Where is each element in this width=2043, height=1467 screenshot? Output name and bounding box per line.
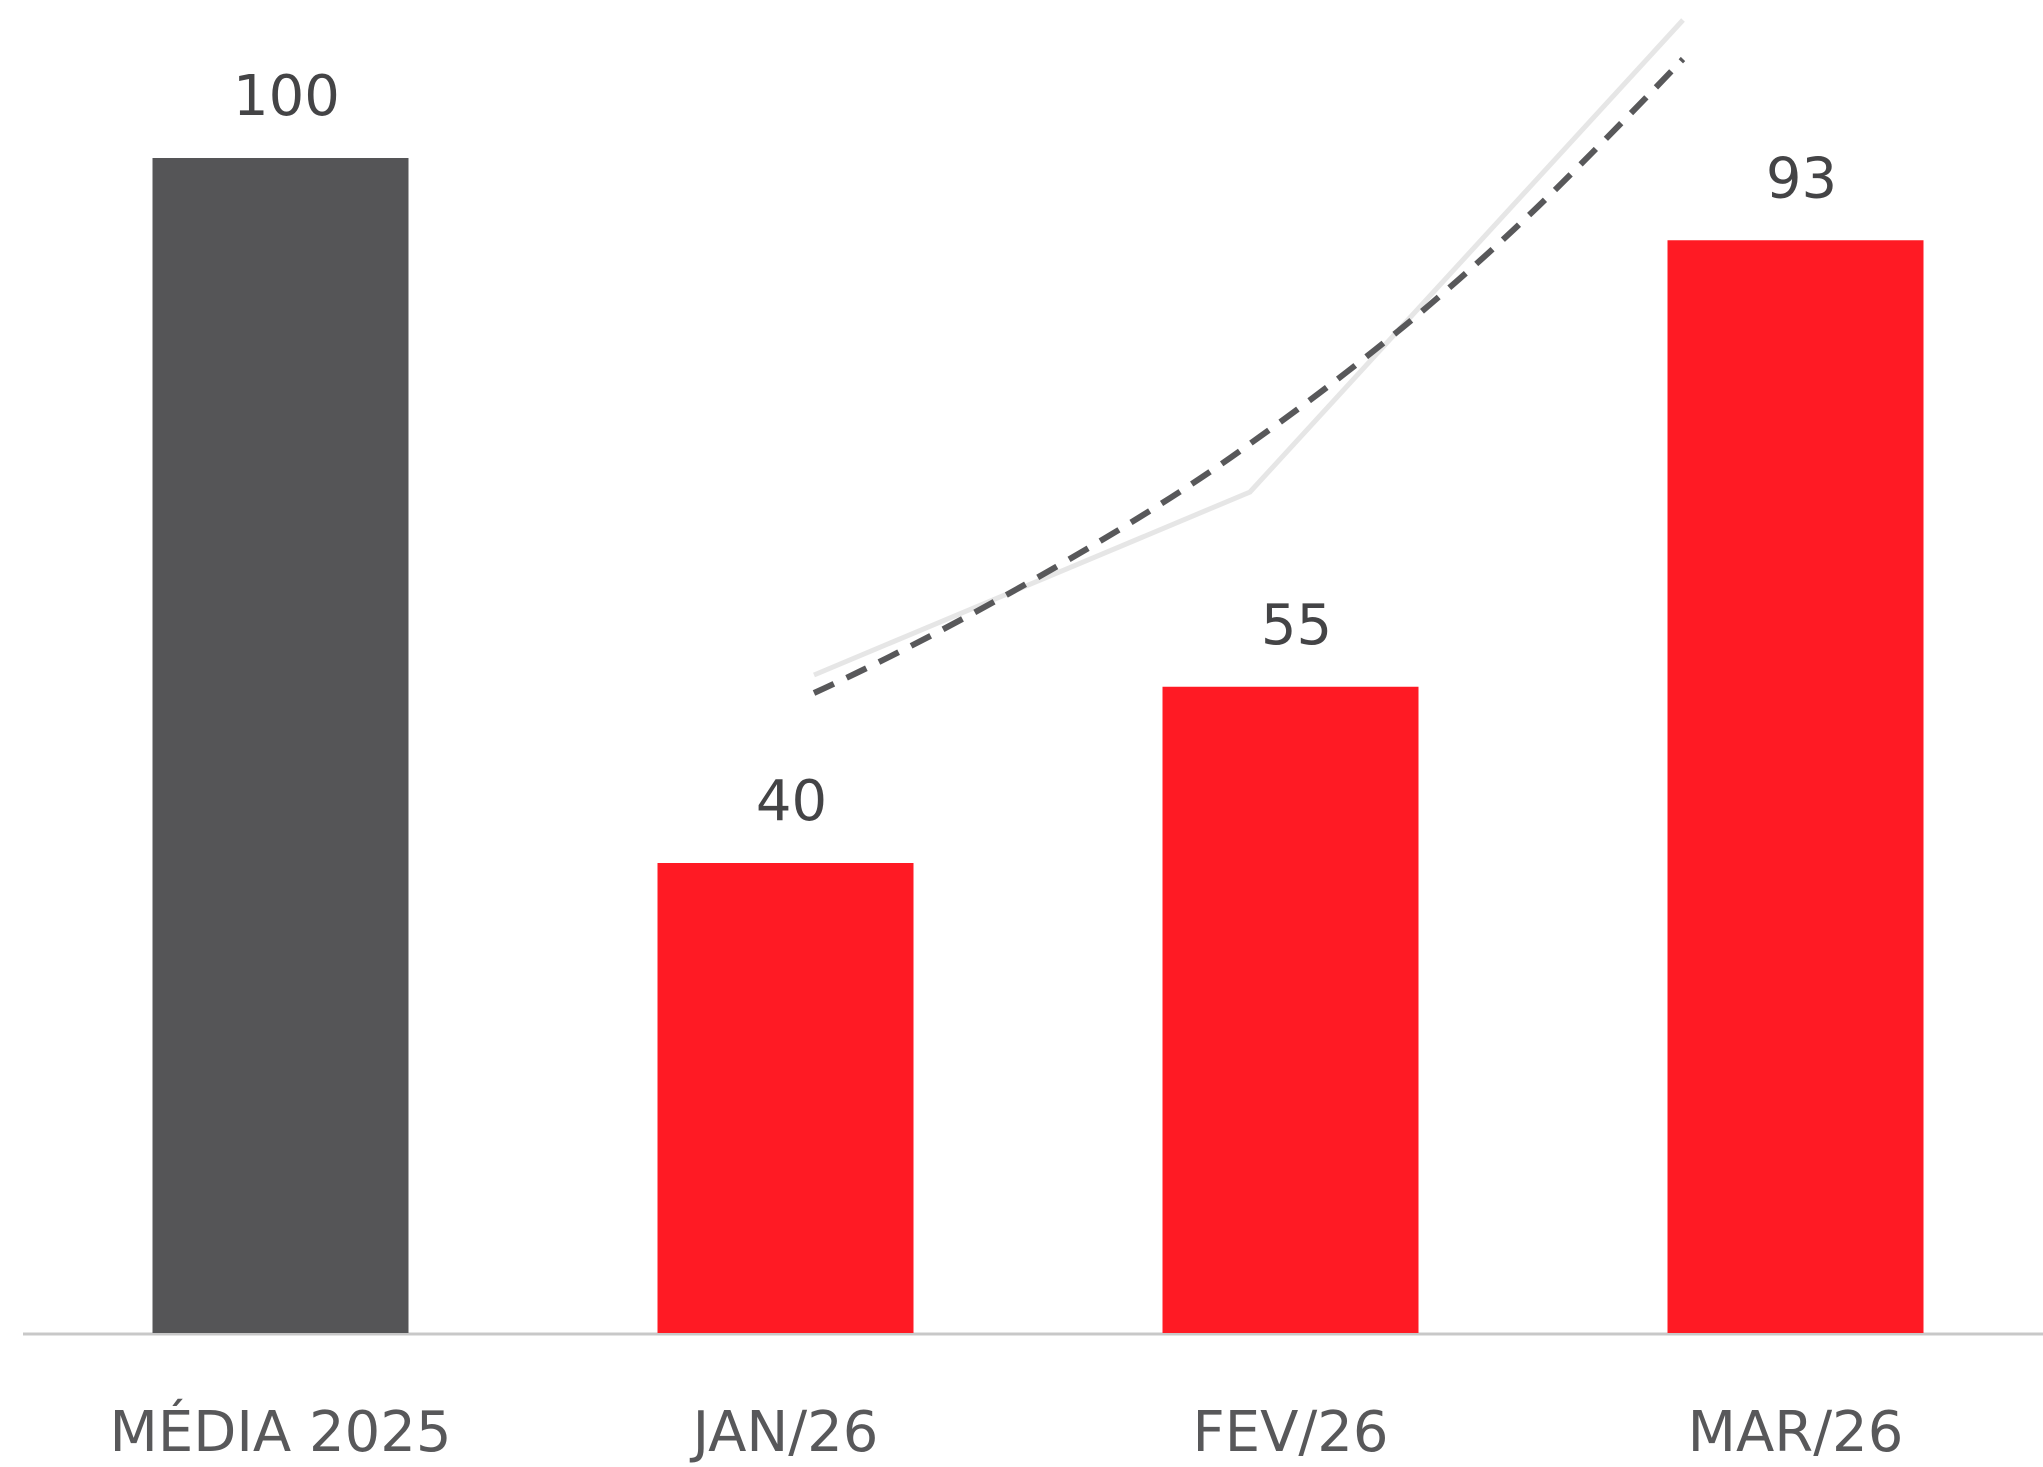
value-label: 55 [1261, 593, 1332, 658]
x-tick-label: FEV/26 [1192, 1400, 1388, 1465]
bar [152, 158, 409, 1333]
bar [1162, 686, 1419, 1333]
value-label: 93 [1766, 146, 1837, 211]
bar [1667, 240, 1924, 1333]
bar [657, 863, 914, 1333]
value-label: 100 [233, 64, 340, 129]
x-tick-label: MAR/26 [1688, 1400, 1904, 1465]
trend-shadow [813, 18, 1685, 678]
x-tick-label: JAN/26 [690, 1400, 879, 1465]
trend-arrow [812, 56, 1686, 696]
x-tick-label: MÉDIA 2025 [110, 1400, 452, 1465]
value-label: 40 [756, 769, 827, 834]
